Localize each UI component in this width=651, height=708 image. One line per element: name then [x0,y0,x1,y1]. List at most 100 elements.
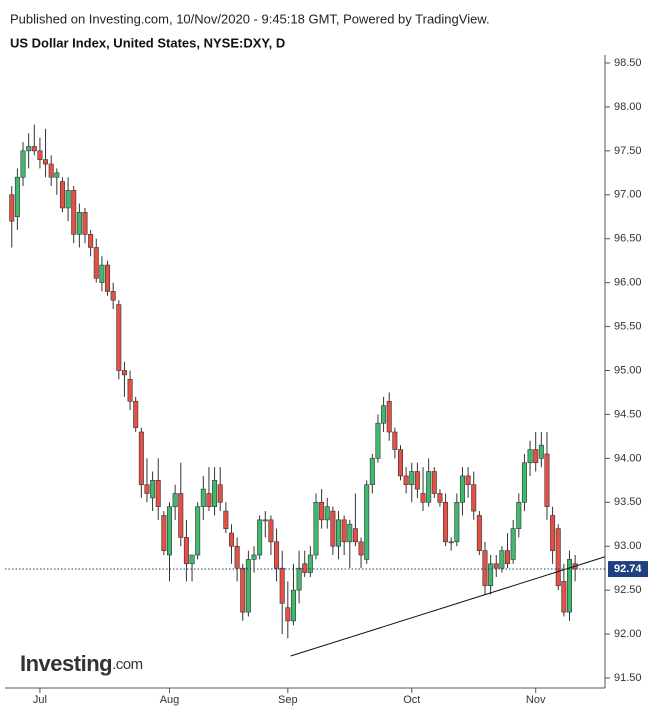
candle-body [59,181,65,209]
x-tick-label: Oct [403,694,420,706]
candle-body [183,537,189,565]
candle-body [290,589,296,622]
candle-body [414,471,420,490]
x-tick-label: Jul [33,694,47,706]
candle-body [516,501,522,529]
candle-body [488,563,494,587]
candle-body [161,515,167,551]
y-tick-label: 95.50 [614,320,642,332]
candle-body [459,475,465,503]
candle-body [20,150,26,178]
candle-body [397,449,403,477]
x-tick-label: Aug [160,694,180,706]
candle-body [499,550,505,569]
y-tick-label: 98.00 [614,101,642,113]
candle-body [121,370,127,376]
candle-body [392,431,398,450]
candle-body [437,493,443,503]
candle-body [544,453,550,507]
candle-body [206,493,212,507]
candle-body [403,475,409,486]
y-tick-label: 93.50 [614,496,642,508]
candle-body [471,484,477,512]
candle-body [144,484,150,494]
candle-body [167,506,173,556]
candle-body [133,400,139,428]
candle-body [93,247,99,279]
candle-body [65,190,71,209]
candle-body [555,528,561,587]
candle-body [31,146,37,152]
candle-body [189,554,195,565]
candle-body [319,501,325,521]
candle-body [127,378,133,402]
candle-body [533,449,539,464]
published-note: Published on Investing.com, 10/Nov/2020 … [10,11,490,26]
candle-body [550,515,556,551]
candle-body [527,449,533,464]
candle-body [313,501,319,556]
candle-body [217,484,223,503]
y-tick-label: 95.00 [614,364,642,376]
candle-body [364,484,370,560]
candle-body [88,234,94,248]
y-tick-label: 91.50 [614,672,642,684]
trendline [290,556,606,657]
chart-title: US Dollar Index, United States, NYSE:DXY… [10,35,285,50]
candle-body [82,212,88,235]
candle-body [521,462,527,503]
candle-body [296,567,302,591]
candle-body [155,480,161,507]
candle-body [110,291,116,301]
y-tick-label: 92.00 [614,628,642,640]
candle-body [330,510,336,547]
candle-body [386,400,392,433]
candle-body [138,431,144,486]
candle-body [454,501,460,543]
logo-name: Investing [20,651,112,676]
candle-body [37,150,43,160]
candle-body [172,493,178,507]
y-tick-label: 94.50 [614,408,642,420]
candle-body [302,563,308,573]
candle-body [99,264,105,283]
candle-body [538,444,544,459]
candle-body [200,488,206,507]
y-tick-label: 96.50 [614,233,642,245]
candle-body [352,528,358,543]
candle-body [448,541,454,544]
candle-body [443,501,449,543]
candle-body [245,559,251,613]
candle-body [150,480,156,499]
candle-body [375,422,381,459]
candle-body [285,607,291,622]
candle-body [279,567,285,604]
candle-body [257,519,263,556]
candle-body [178,493,184,538]
candle-body [341,519,347,543]
logo-suffix: .com [112,656,143,673]
x-tick-label: Sep [278,694,298,706]
candle-body [347,523,353,543]
candle-body [43,159,49,165]
candle-body [105,264,111,292]
candle-body [195,506,201,556]
last-price-box [608,561,648,578]
candle-body [505,550,511,565]
candle-body [9,194,15,222]
candle-body [26,146,32,152]
candle-body [336,519,342,547]
y-tick-label: 98.50 [614,57,642,69]
last-price-label: 92.74 [614,563,642,575]
candle-body [420,493,426,503]
candle-body [223,510,229,529]
y-tick-label: 97.00 [614,189,642,201]
candle-body [240,567,246,613]
candle-body [48,163,54,178]
candle-body [465,475,471,486]
candle-body [409,471,415,486]
candle-body [212,480,218,507]
y-tick-label: 94.00 [614,452,642,464]
candle-body [561,581,567,613]
candle-body [268,519,274,543]
